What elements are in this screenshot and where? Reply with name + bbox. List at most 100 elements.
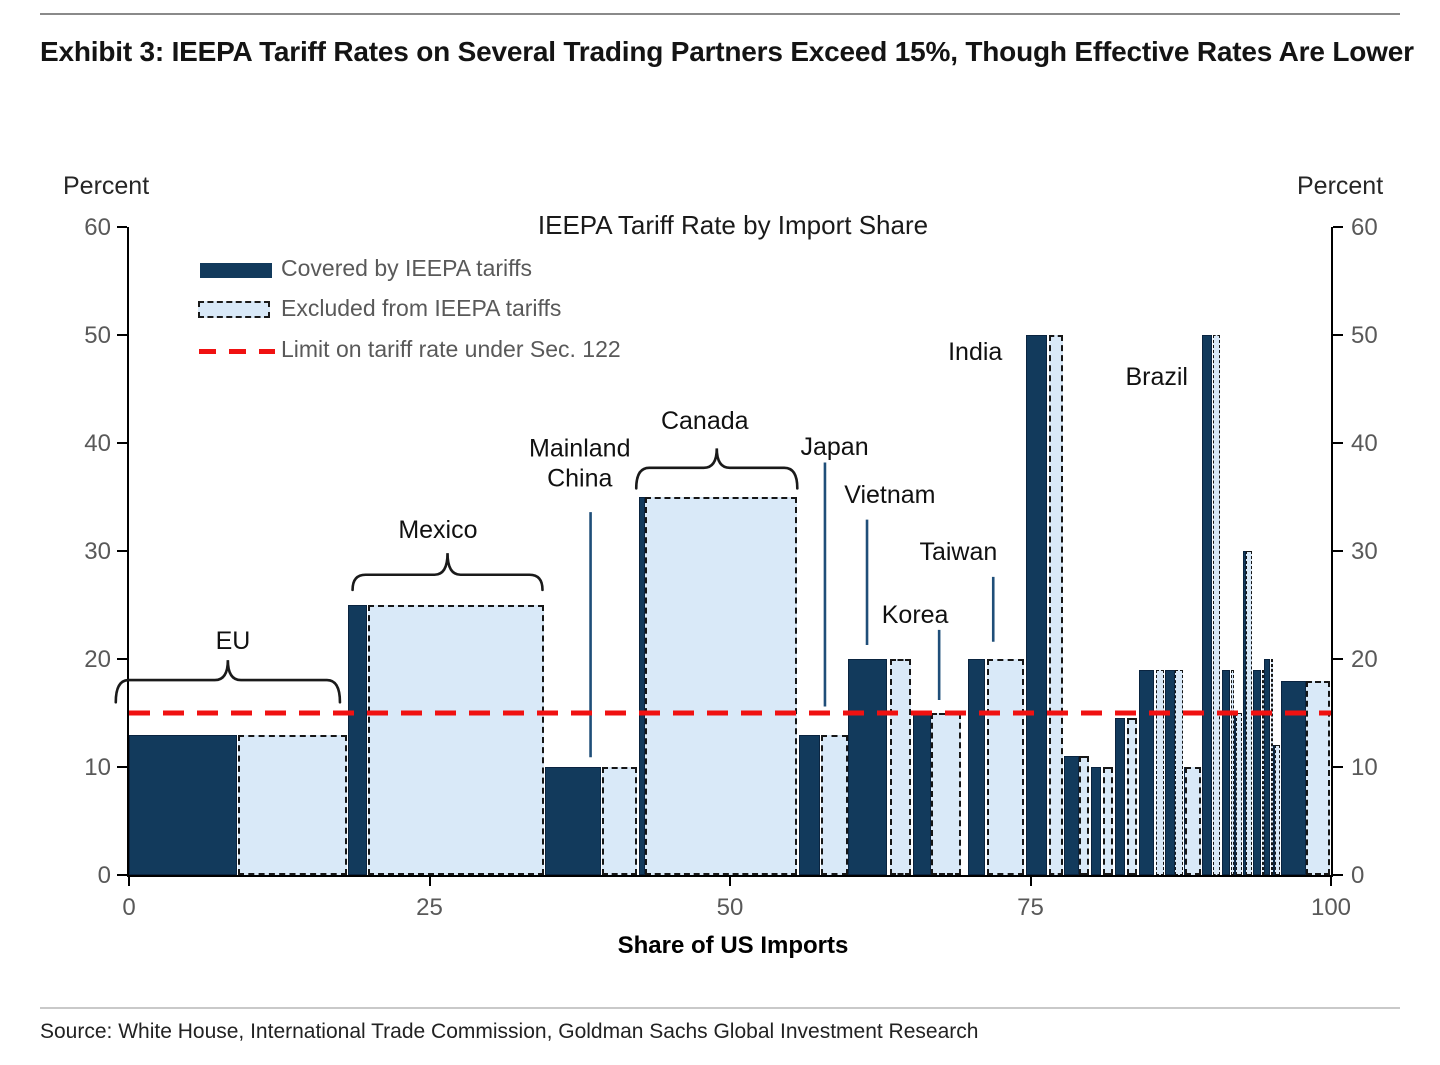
brace-canada: [634, 448, 799, 490]
bar-eu-covered: [129, 734, 238, 875]
y-axis-title-left: Percent: [63, 172, 150, 200]
bar-japan-covered: [798, 734, 821, 875]
y-axis-left: [127, 227, 129, 877]
y-tick-left-10: [117, 766, 127, 768]
bar-unlabeled-12-covered: [1138, 669, 1155, 875]
chart-title: IEEPA Tariff Rate by Import Share: [537, 210, 929, 240]
country-label-vietnam: Vietnam: [844, 480, 936, 509]
country-label-india: India: [948, 338, 1003, 367]
bar-unlabeled-13-excluded: [1175, 669, 1184, 875]
brace-mexico: [351, 553, 544, 592]
country-label-canada: Canada: [660, 407, 749, 436]
y-tick-left-0: [117, 874, 127, 876]
y-axis-title-right: Percent: [1297, 172, 1384, 200]
country-label-taiwan: Taiwan: [919, 537, 998, 566]
bar-korea-covered: [912, 713, 931, 875]
x-tick-label-50: 50: [716, 894, 744, 921]
bar-unlabeled-13-covered: [1165, 669, 1175, 875]
country-label-japan: Japan: [800, 433, 869, 462]
bar-mexico-excluded: [367, 605, 544, 875]
y-tick-right-50: [1333, 334, 1343, 336]
bar-unlabeled-21-excluded: [1274, 745, 1280, 875]
y-tick-label-right-20: 20: [1351, 646, 1378, 673]
y-tick-left-20: [117, 658, 127, 660]
bar-vietnam-covered: [848, 659, 888, 875]
exhibit-title: Exhibit 3: IEEPA Tariff Rates on Several…: [40, 36, 1414, 67]
y-tick-left-50: [117, 334, 127, 336]
bar-india-excluded: [1048, 335, 1063, 875]
country-label-mainland-china: Mainland China: [529, 434, 631, 493]
top-divider: [40, 13, 1400, 15]
brace-eu: [114, 660, 342, 704]
bar-unlabeled-16-covered: [1221, 669, 1231, 875]
bar-mexico-covered: [347, 605, 367, 875]
bar-unlabeled-19-covered: [1252, 669, 1262, 875]
y-axis-right: [1331, 227, 1333, 877]
y-tick-label-left-0: 0: [97, 862, 111, 889]
bar-brazil-excluded: [1213, 335, 1221, 875]
y-tick-label-right-60: 60: [1351, 214, 1378, 241]
bar-unlabeled-16-excluded: [1230, 669, 1234, 875]
bar-unlabeled-10-covered: [1090, 767, 1102, 875]
x-tick-label-75: 75: [1017, 894, 1044, 921]
bar-unlabeled-14-excluded: [1184, 767, 1201, 875]
y-tick-label-right-0: 0: [1351, 862, 1365, 889]
legend-label-limit-line: Limit on tariff rate under Sec. 122: [281, 336, 621, 362]
y-tick-right-10: [1333, 766, 1343, 768]
y-tick-right-40: [1333, 442, 1343, 444]
y-tick-label-left-30: 30: [84, 538, 111, 565]
y-tick-right-60: [1333, 226, 1343, 228]
y-tick-label-right-40: 40: [1351, 430, 1378, 457]
y-tick-label-left-50: 50: [84, 322, 111, 349]
bar-brazil-covered: [1202, 335, 1212, 875]
bar-unlabeled-20-covered: [1264, 659, 1271, 875]
bar-unlabeled-11-excluded: [1126, 718, 1138, 875]
x-tick-label-100: 100: [1310, 894, 1352, 921]
bar-unlabeled-19-excluded: [1261, 669, 1264, 875]
legend-swatch-covered: [200, 263, 272, 278]
x-tick-25: [428, 877, 431, 886]
bar-canada-excluded: [645, 497, 798, 875]
bar-canada-covered: [638, 497, 645, 875]
legend-swatch-limit-line: [199, 349, 275, 354]
y-tick-left-60: [117, 226, 127, 228]
x-tick-75: [1029, 877, 1032, 886]
y-tick-label-right-30: 30: [1351, 538, 1378, 565]
y-tick-left-30: [117, 550, 127, 552]
bar-unlabeled-22-covered: [1281, 680, 1306, 875]
x-tick-label-0: 0: [122, 894, 136, 921]
x-tick-50: [729, 877, 731, 886]
y-tick-label-left-60: 60: [84, 214, 111, 241]
bar-unlabeled-20-excluded: [1270, 659, 1273, 875]
x-axis-title: Share of US Imports: [617, 932, 849, 959]
bar-unlabeled-9-covered: [1063, 756, 1079, 875]
bar-eu-excluded: [237, 734, 347, 875]
y-tick-label-right-50: 50: [1351, 322, 1378, 349]
bar-unlabeled-12-excluded: [1155, 669, 1164, 875]
legend-label-covered: Covered by IEEPA tariffs: [281, 255, 532, 281]
bar-taiwan-excluded: [987, 659, 1025, 875]
bar-unlabeled-17-excluded: [1236, 713, 1243, 875]
y-tick-right-0: [1333, 874, 1343, 876]
country-label-eu: EU: [215, 626, 251, 655]
bar-india-covered: [1025, 335, 1048, 875]
tariff-chart: Percent Percent IEEPA Tariff Rate by Imp…: [0, 150, 1440, 1000]
y-tick-right-20: [1333, 658, 1343, 660]
legend-swatch-excluded: [198, 301, 270, 318]
bar-unlabeled-10-excluded: [1102, 767, 1114, 875]
bottom-divider: [40, 1007, 1400, 1009]
y-tick-right-30: [1333, 550, 1343, 552]
bar-vietnam-excluded: [889, 659, 912, 875]
source-line: Source: White House, International Trade…: [40, 1020, 979, 1043]
y-tick-label-right-10: 10: [1351, 754, 1378, 781]
x-tick-label-25: 25: [416, 894, 443, 921]
country-label-korea: Korea: [881, 600, 949, 629]
x-tick-0: [128, 877, 130, 886]
y-tick-left-40: [117, 442, 127, 444]
bar-unlabeled-18-excluded: [1245, 551, 1252, 875]
country-label-mexico: Mexico: [398, 516, 478, 545]
legend-label-excluded: Excluded from IEEPA tariffs: [281, 295, 562, 321]
country-label-brazil: Brazil: [1125, 362, 1188, 391]
y-tick-label-left-40: 40: [84, 430, 111, 457]
bar-taiwan-covered: [967, 659, 985, 875]
